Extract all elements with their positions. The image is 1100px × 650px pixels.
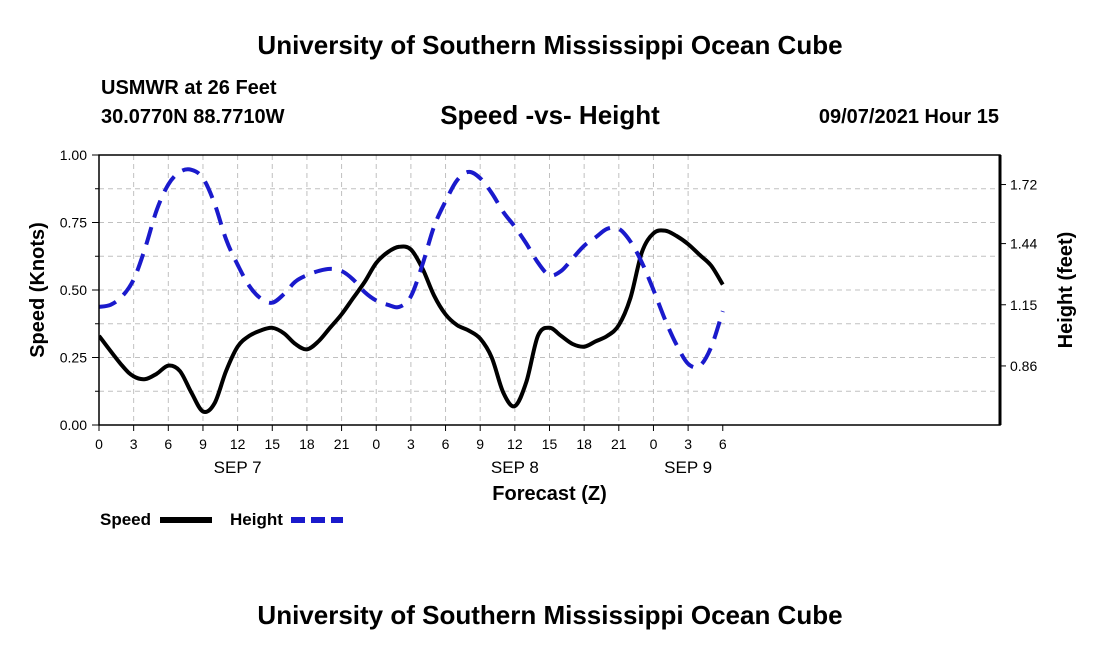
x-tick-label: 21 [334, 436, 350, 452]
legend-height-label: Height [230, 510, 283, 529]
x-tick-label: 15 [542, 436, 558, 452]
y2-tick-label: 1.44 [1010, 236, 1037, 252]
speed-series-line [99, 228, 725, 414]
y2-axis-title: Height (feet) [1055, 232, 1077, 349]
y2-tick-label: 0.86 [1010, 358, 1037, 374]
y-tick-label: 0.25 [60, 350, 87, 366]
date-label: SEP 7 [214, 458, 262, 477]
x-tick-label: 18 [299, 436, 315, 452]
y-tick-label: 0.75 [60, 215, 87, 231]
footer-title: University of Southern Mississippi Ocean… [257, 600, 843, 630]
legend-speed-label: Speed [100, 510, 151, 529]
y-tick-label: 0.00 [60, 417, 87, 433]
x-axis-title: Forecast (Z) [492, 483, 606, 505]
x-tick-label: 18 [576, 436, 592, 452]
x-tick-label: 6 [719, 436, 727, 452]
page-title: University of Southern Mississippi Ocean… [257, 30, 843, 60]
height-series-line [99, 167, 725, 370]
x-tick-label: 6 [164, 436, 172, 452]
y2-tick-label: 1.15 [1010, 297, 1037, 313]
x-tick-label: 9 [199, 436, 207, 452]
date-label: SEP 8 [491, 458, 539, 477]
y2-tick-label: 1.72 [1010, 177, 1037, 193]
x-tick-label: 0 [95, 436, 103, 452]
y-axis-title: Speed (Knots) [27, 222, 49, 358]
x-tick-label: 12 [507, 436, 523, 452]
x-tick-label: 21 [611, 436, 627, 452]
x-tick-label: 12 [230, 436, 246, 452]
x-tick-label: 6 [442, 436, 450, 452]
x-tick-label: 3 [684, 436, 692, 452]
station-label: USMWR at 26 Feet [101, 77, 277, 99]
x-tick-label: 9 [476, 436, 484, 452]
chart-title: Speed -vs- Height [440, 100, 660, 130]
y-tick-label: 0.50 [60, 282, 87, 298]
grid [99, 155, 1000, 425]
x-tick-label: 3 [130, 436, 138, 452]
station-coordinates: 30.0770N 88.7710W [101, 106, 285, 128]
date-label: SEP 9 [664, 458, 712, 477]
axis-ticks: 0 3 6 9 12 15 18 21 0 3 6 9 12 15 18 21 0 3 6 SEP 7 SEP 8 SEP… [60, 147, 1038, 477]
y-tick-label: 1.00 [60, 147, 87, 163]
x-tick-label: 15 [264, 436, 280, 452]
x-tick-label: 3 [407, 436, 415, 452]
series-layer [99, 167, 725, 414]
x-tick-label: 0 [650, 436, 658, 452]
forecast-datetime: 09/07/2021 Hour 15 [818, 106, 999, 128]
legend: Speed Height [100, 510, 343, 529]
x-tick-label: 0 [372, 436, 380, 452]
